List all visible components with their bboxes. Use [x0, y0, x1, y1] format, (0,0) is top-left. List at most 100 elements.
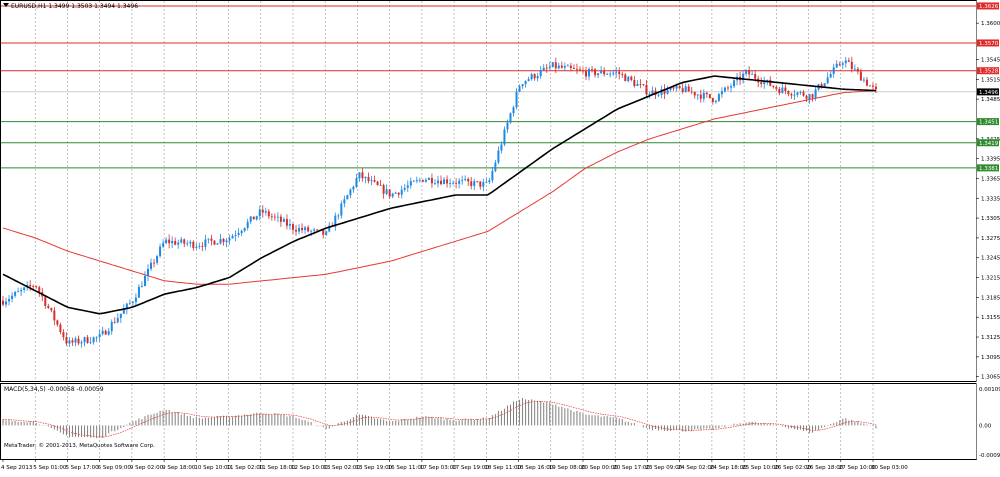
candle-body — [473, 181, 476, 187]
candle-body — [452, 182, 455, 184]
candle-body — [642, 84, 645, 86]
candle-body — [745, 70, 748, 74]
candle-body — [485, 181, 488, 183]
time-axis: 4 Sep 2013 5 Sep 01:00 5 Sep 17:00 6 Sep 09… — [1, 459, 908, 471]
candle-body — [575, 68, 578, 70]
candle-body — [367, 176, 370, 182]
candle-body — [645, 85, 648, 95]
candlesticks — [2, 56, 877, 348]
candle-body — [418, 179, 421, 181]
candle-body — [440, 180, 443, 185]
candle-body — [443, 179, 446, 185]
level-tag — [977, 118, 999, 126]
candle-body — [530, 74, 533, 80]
price-label: 1.3335 — [981, 196, 1000, 202]
candle-body — [720, 91, 723, 95]
time-label: 18 Sep 11:00 — [484, 465, 521, 471]
candle-body — [518, 86, 521, 92]
candle-body — [503, 129, 506, 145]
candle-body — [533, 74, 536, 79]
candle-body — [125, 303, 128, 310]
candle-body — [675, 85, 678, 89]
support-resistance-levels — [1, 5, 976, 169]
candle-body — [723, 87, 726, 92]
candle-body — [678, 85, 681, 89]
candle-body — [134, 297, 137, 302]
candle-body — [769, 79, 772, 86]
time-label: 17 Sep 03:00 — [420, 465, 457, 471]
candle-body — [143, 275, 146, 287]
candle-body — [569, 65, 572, 68]
candle-body — [62, 331, 65, 338]
candle-body — [186, 243, 189, 245]
candle-body — [104, 330, 107, 335]
candle-body — [551, 62, 554, 67]
collapse-triangle-icon[interactable] — [3, 3, 9, 7]
candle-body — [524, 80, 527, 85]
time-label: 25 Sep 10:00 — [742, 465, 779, 471]
candle-body — [554, 62, 557, 69]
macd-histogram — [2, 397, 877, 439]
candle-body — [150, 262, 153, 269]
time-label: 17 Sep 19:00 — [452, 465, 489, 471]
candle-body — [421, 179, 424, 182]
candle-body — [748, 70, 751, 75]
candle-body — [476, 181, 479, 182]
candle-body — [183, 239, 186, 244]
candle-body — [77, 338, 80, 344]
candle-body — [672, 87, 675, 89]
candle-body — [394, 192, 397, 194]
candle-body — [325, 231, 328, 235]
candle-body — [488, 180, 491, 182]
candle-body — [624, 74, 627, 82]
level-tag — [977, 39, 999, 47]
time-label: 11 Sep 18:00 — [259, 465, 296, 471]
candle-body — [298, 227, 301, 232]
candle-body — [328, 225, 331, 232]
candle-body — [509, 113, 512, 123]
candle-body — [35, 286, 38, 288]
candle-body — [862, 79, 865, 81]
time-label: 30 Sep 03:00 — [871, 465, 908, 471]
candle-body — [204, 239, 207, 247]
candle-body — [690, 91, 693, 93]
candle-body — [65, 337, 68, 344]
candle-body — [346, 195, 349, 200]
candle-body — [210, 238, 213, 241]
candle-body — [606, 74, 609, 75]
candle-body — [657, 94, 660, 96]
candle-body — [92, 337, 95, 343]
price-label: 1.3365 — [981, 176, 1000, 182]
time-label: 20 Sep 17:00 — [613, 465, 650, 471]
candle-body — [168, 239, 171, 244]
candle-body — [198, 246, 201, 247]
candle-body — [156, 256, 159, 263]
candle-body — [581, 70, 584, 72]
candle-body — [430, 177, 433, 184]
candle-body — [276, 216, 279, 218]
candle-body — [805, 95, 808, 99]
candle-body — [153, 262, 156, 264]
price-label: 1.3305 — [981, 216, 1000, 222]
candle-body — [500, 144, 503, 151]
candle-body — [258, 209, 261, 217]
time-label: 5 Sep 01:00 — [33, 465, 67, 471]
candle-body — [59, 324, 62, 332]
candle-body — [379, 184, 382, 186]
candle-body — [726, 87, 729, 89]
candle-body — [609, 73, 612, 75]
candle-body — [835, 63, 838, 68]
candle-body — [856, 68, 859, 72]
copyright-text: MetaTrader, © 2001-2013, MetaQuotes Soft… — [4, 442, 155, 449]
candle-body — [832, 67, 835, 74]
candle-body — [252, 216, 255, 220]
candle-body — [618, 71, 621, 75]
candle-body — [80, 342, 83, 344]
candle-body — [122, 309, 125, 314]
time-label: 4 Sep 2013 — [1, 465, 33, 471]
candle-body — [8, 298, 11, 302]
candle-body — [799, 92, 802, 93]
candle-body — [171, 240, 174, 244]
